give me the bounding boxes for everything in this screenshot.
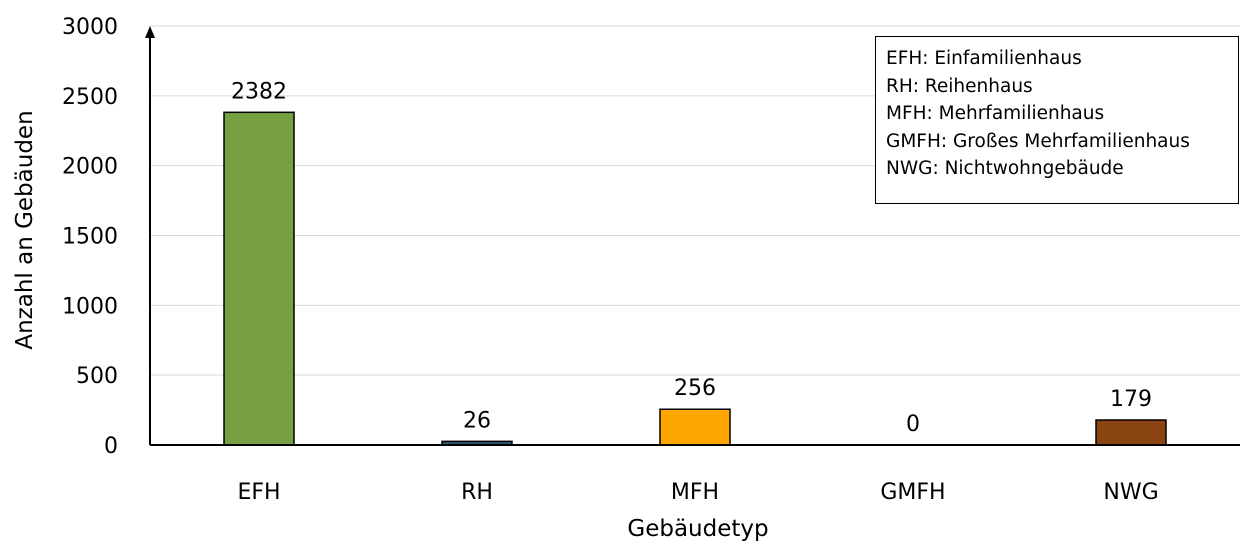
bar-efh xyxy=(223,111,295,446)
x-tick-label-rh: RH xyxy=(461,480,493,505)
y-axis-title: Anzahl an Gebäuden xyxy=(12,110,38,349)
y-tick-label: 1500 xyxy=(62,225,118,250)
legend-entry-rh: RH: Reihenhaus xyxy=(886,75,1033,97)
x-tick-label-efh: EFH xyxy=(237,480,280,505)
y-tick-label: 500 xyxy=(76,364,118,389)
bars xyxy=(223,111,1167,446)
y-tick-label: 1000 xyxy=(62,294,118,319)
legend-entry-efh: EFH: Einfamilienhaus xyxy=(886,48,1082,69)
x-axis-title: Gebäudetyp xyxy=(627,516,768,542)
x-tick-label-nwg: NWG xyxy=(1103,480,1158,505)
data-label-rh: 26 xyxy=(463,408,491,433)
y-tick-label: 3000 xyxy=(62,15,118,40)
bar-mfh xyxy=(659,408,731,446)
y-axis-arrow-icon xyxy=(145,26,155,38)
legend-entry-gmfh: GMFH: Großes Mehrfamilienhaus xyxy=(886,130,1190,152)
x-tick-label-gmfh: GMFH xyxy=(880,480,945,505)
bar-nwg xyxy=(1095,419,1167,446)
data-label-gmfh: 0 xyxy=(906,412,920,437)
x-tick-labels: EFH RH MFH GMFH NWG xyxy=(237,480,1158,505)
data-label-nwg: 179 xyxy=(1110,387,1152,412)
legend: EFH: Einfamilienhaus RH: Reihenhaus MFH:… xyxy=(875,36,1239,204)
data-label-efh: 2382 xyxy=(231,79,287,104)
gridlines xyxy=(150,25,1240,376)
data-label-mfh: 256 xyxy=(674,376,716,401)
y-tick-label: 0 xyxy=(104,434,118,459)
data-labels: 2382 26 256 0 179 xyxy=(231,79,1152,437)
legend-entry-nwg: NWG: Nichtwohngebäude xyxy=(886,158,1124,179)
y-tick-label: 2000 xyxy=(62,155,118,180)
y-tick-label: 2500 xyxy=(62,85,118,110)
legend-entry-mfh: MFH: Mehrfamilienhaus xyxy=(886,103,1105,124)
y-tick-labels: 0 500 1000 1500 2000 2500 3000 xyxy=(62,15,118,459)
axes xyxy=(145,26,1240,446)
x-tick-label-mfh: MFH xyxy=(671,480,719,505)
